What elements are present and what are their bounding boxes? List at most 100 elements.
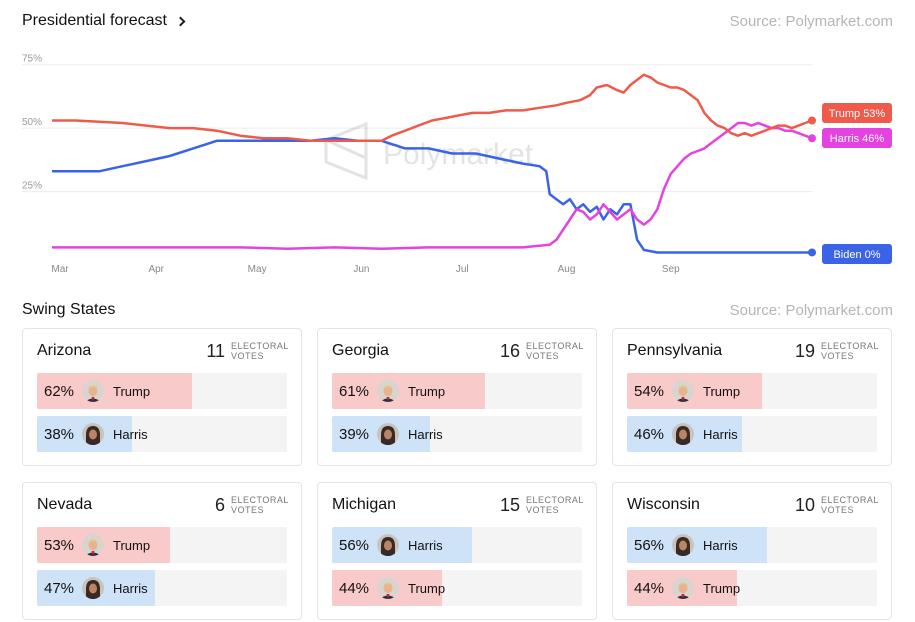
probability-bar [332, 527, 472, 563]
ev-label-line1: ELECTORAL [526, 495, 584, 505]
series-label-bg-biden [822, 244, 892, 264]
electoral-votes: 19 ELECTORAL VOTES [794, 340, 879, 362]
harris-avatar [82, 423, 104, 445]
candidate-name: Harris [113, 426, 148, 442]
harris-avatar [377, 534, 399, 556]
candidate-row-trump: 44% Trump [627, 570, 877, 606]
ev-label-line2: VOTES [526, 351, 560, 361]
probability-value: 56% [634, 536, 665, 554]
probability-value: 61% [339, 382, 370, 400]
probability-value: 44% [339, 579, 370, 597]
series-label-harris: Harris 46% [830, 133, 885, 145]
ev-label-line2: VOTES [231, 351, 265, 361]
state-card-header: Nevada 6 ELECTORAL VOTES [37, 483, 289, 527]
candidate-row-harris: 56% Harris [332, 527, 582, 563]
trump-avatar [82, 534, 104, 556]
candidate-row-trump: 44% Trump [332, 570, 582, 606]
y-tick-label: 50% [22, 117, 42, 128]
candidate-name: Harris [408, 537, 443, 553]
state-card-michigan[interactable]: Michigan 15 ELECTORAL VOTES 56% Harris 44% Trum… [317, 482, 597, 620]
candidate-name: Harris [113, 580, 148, 596]
state-card-wisconsin[interactable]: Wisconsin 10 ELECTORAL VOTES 56% Harris 44% Tru… [612, 482, 892, 620]
electoral-votes-label: ELECTORAL VOTES [526, 495, 584, 515]
state-name: Pennsylvania [627, 342, 723, 359]
electoral-votes-count: 16 [499, 340, 520, 361]
state-card-georgia[interactable]: Georgia 16 ELECTORAL VOTES 61% Trump 39% Harris [317, 328, 597, 466]
probability-value: 62% [44, 382, 75, 400]
candidate-row-trump: 62% Trump [37, 373, 287, 409]
candidate-name: Trump [703, 383, 741, 399]
candidate-row-trump: 53% Trump [37, 527, 287, 563]
forecast-source: Source: Polymarket.com [729, 12, 893, 30]
electoral-votes-label: ELECTORAL VOTES [821, 495, 879, 515]
ev-label-line1: ELECTORAL [821, 341, 879, 351]
state-card-header: Pennsylvania 19 ELECTORAL VOTES [627, 329, 879, 373]
series-label-trump: Trump 53% [829, 108, 886, 120]
state-name: Michigan [332, 496, 397, 513]
ev-label-line1: ELECTORAL [231, 495, 289, 505]
x-tick-label: Apr [148, 264, 164, 275]
probability-bar [627, 373, 762, 409]
electoral-votes-count: 15 [499, 494, 520, 515]
state-card-pennsylvania[interactable]: Pennsylvania 19 ELECTORAL VOTES 54% Trump 46% H… [612, 328, 892, 466]
trump-avatar [672, 380, 694, 402]
state-card-header: Wisconsin 10 ELECTORAL VOTES [627, 483, 879, 527]
candidate-row-trump: 54% Trump [627, 373, 877, 409]
series-label-bg-harris [822, 128, 892, 148]
trump-avatar [377, 577, 399, 599]
electoral-votes-label: ELECTORAL VOTES [231, 341, 288, 361]
probability-bar [627, 527, 767, 563]
electoral-votes: 6 ELECTORAL VOTES [214, 494, 289, 516]
harris-avatar [672, 423, 694, 445]
state-name: Nevada [37, 496, 93, 513]
state-card-arizona[interactable]: Arizona 11 ELECTORAL VOTES 62% Trump 38% Harris [22, 328, 302, 466]
polymarket-logo-icon [324, 121, 368, 181]
trump-avatar [672, 577, 694, 599]
chevron-right-icon [175, 16, 186, 27]
candidate-row-harris: 56% Harris [627, 527, 877, 563]
electoral-votes-count: 19 [794, 340, 815, 361]
ev-label-line1: ELECTORAL [821, 495, 879, 505]
candidate-row-harris: 47% Harris [37, 570, 287, 606]
swing-state-cards: Arizona 11 ELECTORAL VOTES 62% Trump 38% Harris… [22, 328, 893, 620]
electoral-votes-count: 10 [794, 494, 815, 515]
probability-value: 56% [339, 536, 370, 554]
series-line-biden [52, 137, 812, 254]
x-tick-label: Sep [662, 264, 680, 275]
forecast-header: Presidential forecast Source: Polymarket… [22, 12, 893, 30]
electoral-votes-label: ELECTORAL VOTES [526, 341, 584, 361]
state-card-header: Michigan 15 ELECTORAL VOTES [332, 483, 584, 527]
ev-label-line1: ELECTORAL [526, 341, 584, 351]
ev-label-line2: VOTES [821, 505, 855, 515]
electoral-votes: 16 ELECTORAL VOTES [499, 340, 584, 362]
probability-bar [37, 373, 192, 409]
candidate-name: Harris [703, 537, 738, 553]
probability-value: 44% [634, 579, 665, 597]
series-end-dot-biden [808, 248, 816, 257]
probability-value: 46% [634, 425, 665, 443]
electoral-votes-count: 11 [206, 340, 225, 361]
electoral-votes-label: ELECTORAL VOTES [231, 495, 289, 515]
candidate-name: Trump [113, 537, 151, 553]
probability-value: 38% [44, 425, 75, 443]
ev-label-line2: VOTES [821, 351, 855, 361]
state-name: Georgia [332, 342, 389, 359]
probability-value: 39% [339, 425, 370, 443]
swing-title: Swing States [22, 301, 116, 318]
state-card-nevada[interactable]: Nevada 6 ELECTORAL VOTES 53% Trump 47% Harris [22, 482, 302, 620]
swing-source: Source: Polymarket.com [729, 301, 893, 319]
series-end-dot-harris [808, 134, 816, 143]
harris-avatar [377, 423, 399, 445]
electoral-votes-label: ELECTORAL VOTES [821, 341, 879, 361]
electoral-votes-count: 6 [214, 494, 225, 515]
candidate-name: Trump [703, 580, 741, 596]
y-tick-label: 25% [22, 181, 42, 192]
probability-value: 53% [44, 536, 75, 554]
candidate-row-trump: 61% Trump [332, 373, 582, 409]
x-tick-label: Mar [51, 264, 69, 275]
probability-value: 47% [44, 579, 75, 597]
series-line-trump [52, 73, 813, 143]
harris-avatar [82, 577, 104, 599]
forecast-title-link[interactable]: Presidential forecast [22, 12, 186, 30]
ev-label-line2: VOTES [526, 505, 560, 515]
